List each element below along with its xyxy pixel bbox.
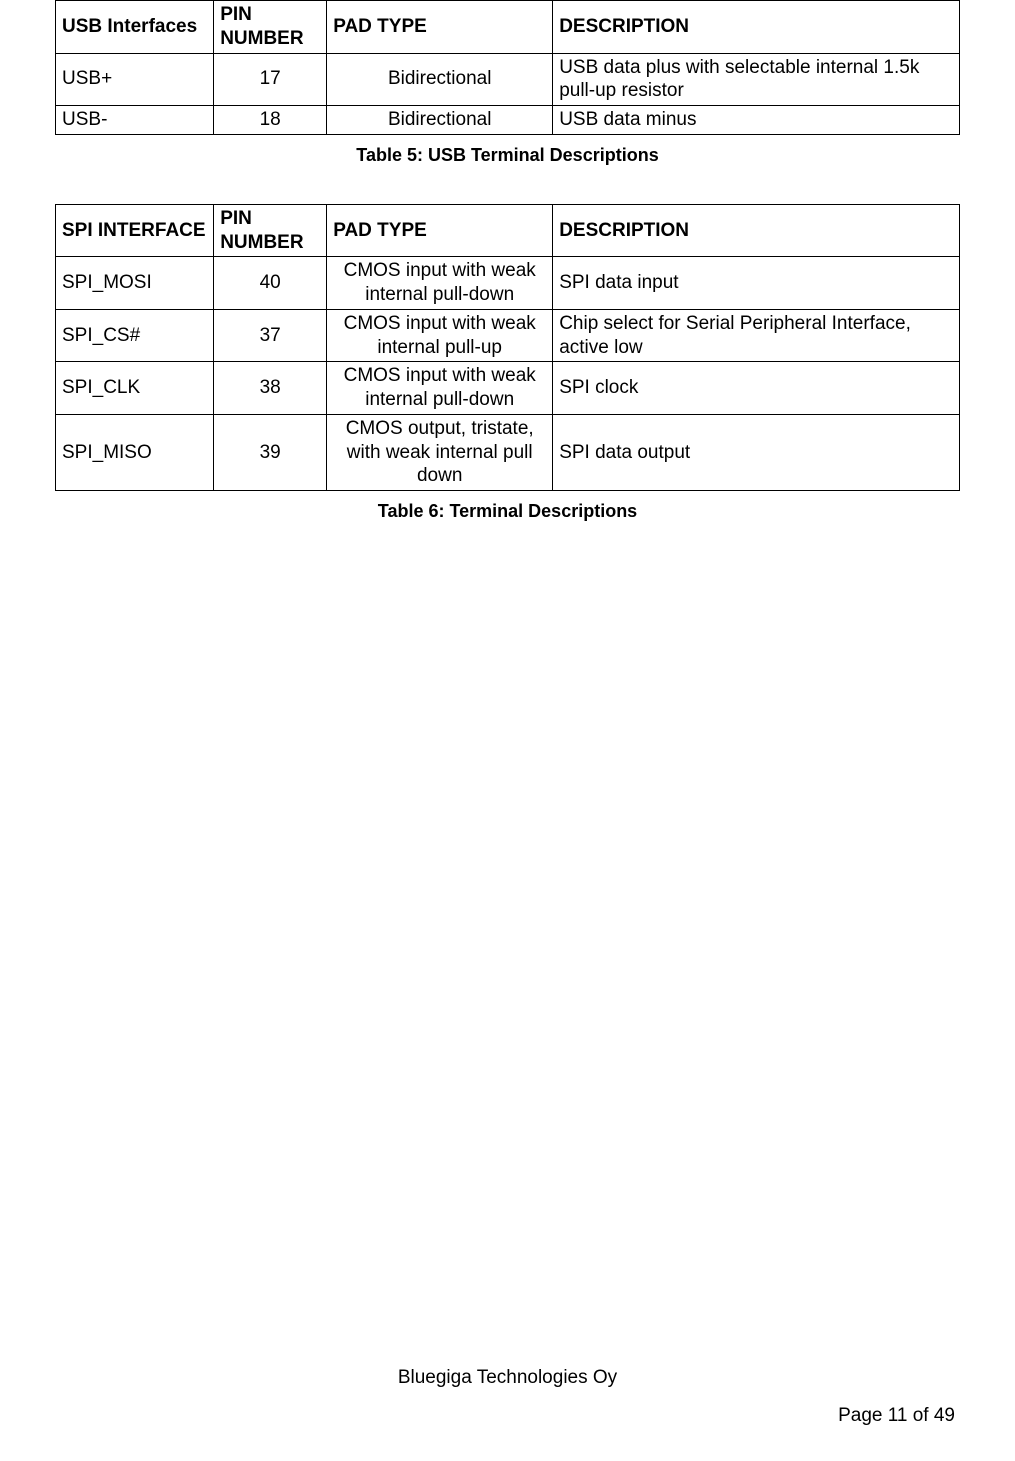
table-header-row: SPI INTERFACE PIN NUMBER PAD TYPE DESCRI… [56, 204, 960, 257]
cell-pin: 38 [214, 362, 327, 415]
header-pin-number: PIN NUMBER [214, 204, 327, 257]
usb-terminal-table: USB Interfaces PIN NUMBER PAD TYPE DESCR… [55, 0, 960, 135]
header-pin-number: PIN NUMBER [214, 1, 327, 54]
spacer [55, 166, 960, 204]
table-row: USB+ 17 Bidirectional USB data plus with… [56, 53, 960, 106]
cell-interface: SPI_MISO [56, 414, 214, 490]
header-pad-type: PAD TYPE [327, 1, 553, 54]
cell-pad-type: CMOS input with weak internal pull-down [327, 257, 553, 310]
cell-pin: 40 [214, 257, 327, 310]
cell-pin: 37 [214, 309, 327, 362]
footer-page-number: Page 11 of 49 [838, 1405, 955, 1427]
spi-terminal-table: SPI INTERFACE PIN NUMBER PAD TYPE DESCRI… [55, 204, 960, 491]
cell-interface: SPI_MOSI [56, 257, 214, 310]
cell-pin: 39 [214, 414, 327, 490]
table-row: SPI_CLK 38 CMOS input with weak internal… [56, 362, 960, 415]
document-page: USB Interfaces PIN NUMBER PAD TYPE DESCR… [0, 0, 1015, 1461]
cell-pad-type: Bidirectional [327, 53, 553, 106]
cell-interface: SPI_CS# [56, 309, 214, 362]
cell-description: SPI data output [553, 414, 960, 490]
cell-description: SPI clock [553, 362, 960, 415]
table-row: USB- 18 Bidirectional USB data minus [56, 106, 960, 135]
cell-description: USB data minus [553, 106, 960, 135]
table-row: SPI_MISO 39 CMOS output, tristate, with … [56, 414, 960, 490]
cell-pad-type: CMOS input with weak internal pull-down [327, 362, 553, 415]
cell-pad-type: CMOS input with weak internal pull-up [327, 309, 553, 362]
header-description: DESCRIPTION [553, 1, 960, 54]
table-row: SPI_MOSI 40 CMOS input with weak interna… [56, 257, 960, 310]
cell-interface: USB+ [56, 53, 214, 106]
cell-pad-type: CMOS output, tristate, with weak interna… [327, 414, 553, 490]
footer-company: Bluegiga Technologies Oy [0, 1367, 1015, 1389]
cell-pad-type: Bidirectional [327, 106, 553, 135]
cell-description: SPI data input [553, 257, 960, 310]
cell-description: USB data plus with selectable internal 1… [553, 53, 960, 106]
cell-description: Chip select for Serial Peripheral Interf… [553, 309, 960, 362]
table-caption: Table 6: Terminal Descriptions [55, 501, 960, 522]
header-description: DESCRIPTION [553, 204, 960, 257]
header-spi-interface: SPI INTERFACE [56, 204, 214, 257]
table-header-row: USB Interfaces PIN NUMBER PAD TYPE DESCR… [56, 1, 960, 54]
cell-pin: 18 [214, 106, 327, 135]
cell-pin: 17 [214, 53, 327, 106]
header-pad-type: PAD TYPE [327, 204, 553, 257]
header-usb-interfaces: USB Interfaces [56, 1, 214, 54]
cell-interface: SPI_CLK [56, 362, 214, 415]
cell-interface: USB- [56, 106, 214, 135]
table-caption: Table 5: USB Terminal Descriptions [55, 145, 960, 166]
table-row: SPI_CS# 37 CMOS input with weak internal… [56, 309, 960, 362]
